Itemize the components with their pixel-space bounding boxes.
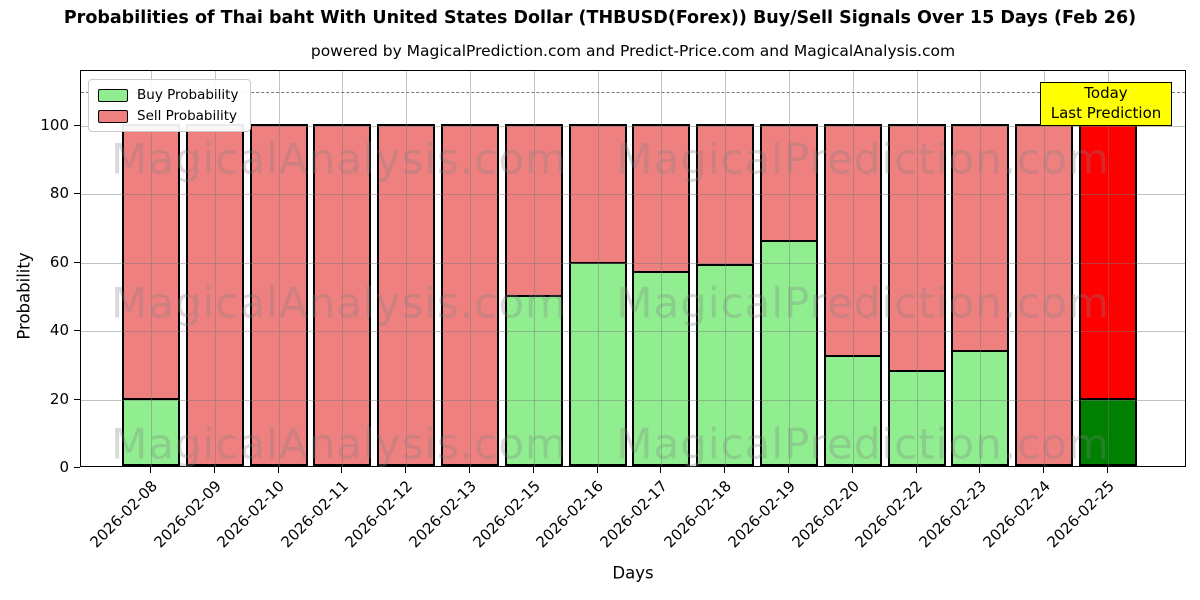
y-tick-label: 20 — [49, 389, 69, 408]
bar-2026-02-17-buy-segment — [632, 270, 691, 466]
x-tick-label: 2026-02-22 — [851, 477, 927, 552]
bar-2026-02-19-sell-segment — [760, 123, 818, 241]
x-tick-mark — [788, 467, 789, 473]
x-tick-label: 2026-02-13 — [405, 477, 480, 552]
plot-area: Buy Probability Sell Probability Today L… — [80, 70, 1186, 469]
buy-color-swatch — [98, 88, 128, 102]
x-tick-label: 2026-02-23 — [915, 477, 991, 552]
x-axis-label: Days — [612, 563, 654, 583]
bar-2026-02-22-buy-segment — [887, 370, 946, 466]
legend-sell-label: Sell Probability — [137, 108, 238, 124]
x-tick-label: 2026-02-16 — [532, 477, 608, 552]
x-tick-mark — [469, 467, 470, 473]
today-annotation-line2: Last Prediction — [1050, 103, 1162, 122]
x-tick-mark — [405, 467, 407, 473]
x-tick-label: 2026-02-08 — [86, 477, 161, 552]
bar-2026-02-13-sell-segment — [441, 123, 499, 466]
bar-2026-02-24-sell-segment — [1015, 123, 1074, 466]
y-tick-label: 80 — [49, 184, 69, 203]
x-tick-label: 2026-02-18 — [660, 477, 735, 552]
bar-2026-02-18-buy-segment — [696, 264, 755, 466]
bar-2026-02-12-sell-segment — [377, 123, 436, 466]
chart-title: Probabilities of Thai baht With United S… — [63, 8, 1137, 28]
y-tick-label: 100 — [40, 115, 69, 134]
y-axis-label: Probability — [14, 252, 34, 340]
x-tick-mark — [915, 467, 917, 473]
bar-2026-02-19-buy-segment — [760, 240, 818, 466]
bar-2026-02-08-buy-segment — [122, 397, 180, 466]
bar-2026-02-20-buy-segment — [823, 354, 882, 466]
x-tick-label: 2026-02-15 — [469, 477, 544, 552]
legend-entry-buy: Buy Probability — [98, 87, 238, 103]
y-tick-mark — [74, 330, 80, 332]
today-annotation-line1: Today — [1084, 84, 1128, 102]
y-tick-mark — [74, 124, 80, 126]
y-tick-label: 40 — [49, 321, 69, 340]
bar-2026-02-15-sell-segment — [504, 123, 563, 295]
bar-2026-02-20-sell-segment — [823, 123, 882, 355]
x-tick-mark — [979, 467, 981, 473]
bar-2026-02-23-buy-segment — [951, 349, 1010, 466]
today-annotation: Today Last Prediction — [1040, 82, 1172, 126]
bar-2026-02-18-sell-segment — [696, 123, 755, 265]
x-tick-mark — [596, 467, 598, 473]
x-tick-label: 2026-02-17 — [596, 477, 672, 552]
x-tick-label: 2026-02-25 — [1043, 477, 1118, 552]
bar-2026-02-08-sell-segment — [122, 123, 180, 398]
x-tick-mark — [660, 467, 662, 473]
bar-2026-02-09-sell-segment — [185, 123, 244, 466]
x-tick-mark — [851, 467, 853, 473]
x-tick-label: 2026-02-09 — [150, 477, 225, 552]
x-tick-mark — [1107, 467, 1108, 473]
y-tick-mark — [74, 261, 80, 263]
bar-2026-02-23-sell-segment — [951, 123, 1010, 350]
x-tick-mark — [532, 467, 534, 473]
bar-2026-02-17-sell-segment — [632, 123, 691, 271]
y-tick-mark — [74, 398, 80, 400]
bar-2026-02-25-buy-segment — [1079, 397, 1137, 466]
legend: Buy Probability Sell Probability — [88, 79, 252, 132]
x-tick-label: 2026-02-20 — [788, 477, 863, 552]
y-tick-mark — [74, 467, 80, 468]
x-tick-label: 2026-02-11 — [277, 477, 353, 552]
x-tick-mark — [150, 467, 151, 473]
bar-2026-02-22-sell-segment — [887, 123, 946, 371]
bar-2026-02-11-sell-segment — [313, 123, 372, 466]
y-tick-mark — [74, 193, 80, 195]
y-tick-label: 60 — [49, 252, 69, 271]
legend-buy-label: Buy Probability — [137, 87, 239, 103]
x-tick-label: 2026-02-12 — [341, 477, 416, 552]
x-tick-mark — [724, 467, 726, 473]
dashed-threshold-line — [81, 91, 1185, 93]
sell-color-swatch — [98, 109, 128, 123]
bar-2026-02-10-sell-segment — [249, 123, 308, 466]
chart-subtitle: powered by MagicalPrediction.com and Pre… — [310, 42, 956, 60]
x-tick-mark — [341, 467, 343, 473]
legend-entry-sell: Sell Probability — [98, 108, 238, 124]
x-tick-label: 2026-02-19 — [724, 477, 799, 552]
bar-2026-02-16-buy-segment — [568, 262, 627, 466]
x-tick-mark — [1043, 467, 1045, 473]
x-tick-mark — [213, 467, 215, 473]
bar-2026-02-15-buy-segment — [504, 294, 563, 466]
x-tick-label: 2026-02-24 — [979, 477, 1054, 552]
bar-2026-02-25-sell-segment — [1079, 123, 1137, 398]
x-tick-mark — [277, 467, 279, 473]
y-tick-label: 0 — [59, 458, 69, 476]
x-tick-label: 2026-02-10 — [213, 477, 289, 552]
bar-2026-02-16-sell-segment — [568, 123, 627, 263]
